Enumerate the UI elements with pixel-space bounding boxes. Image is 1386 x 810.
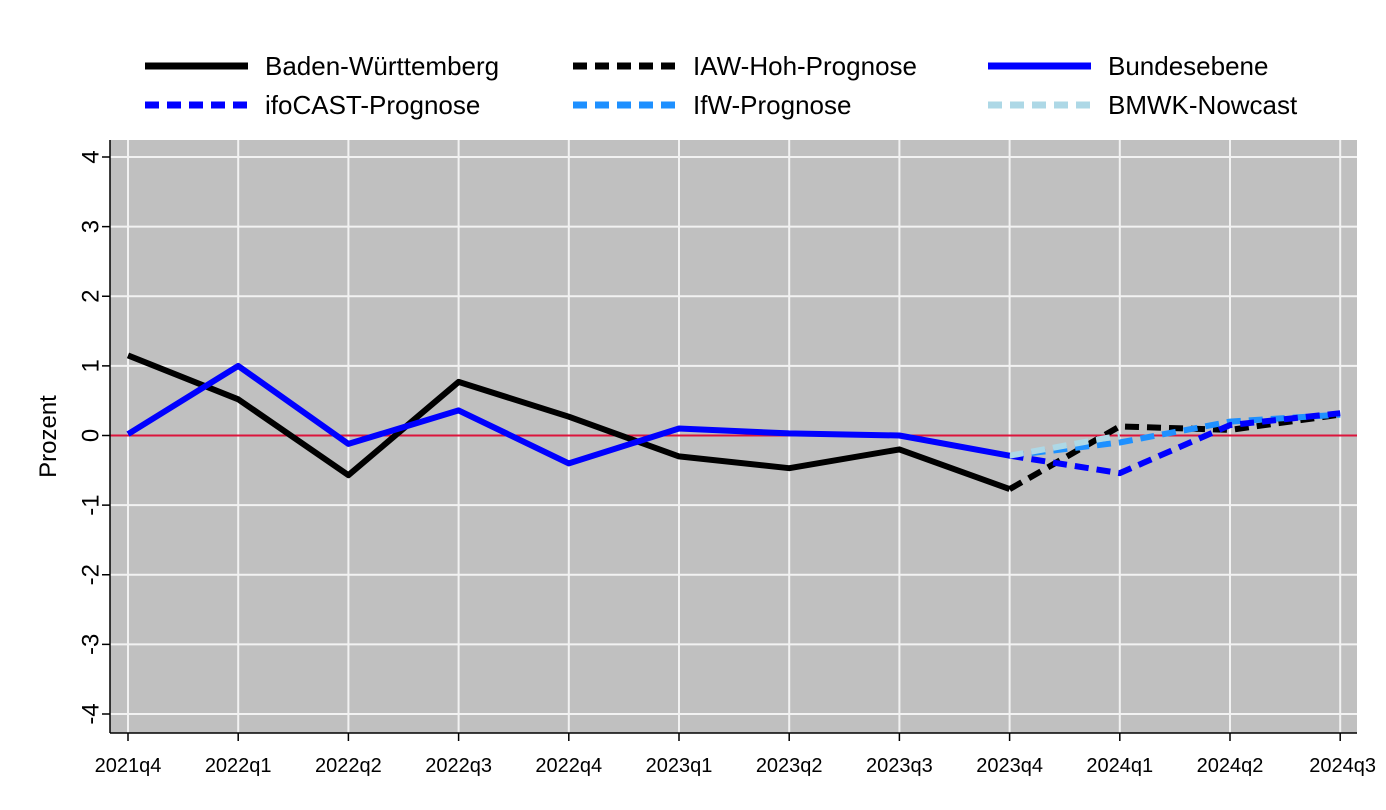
y-tick-label: -2	[77, 564, 104, 585]
legend-label-bmwk-nowcast: BMWK-Nowcast	[1108, 90, 1298, 120]
y-tick-label: 2	[77, 290, 104, 303]
series-line-bundesebene	[126, 362, 1011, 467]
legend-label-iaw-hoh-prognose: IAW-Hoh-Prognose	[693, 51, 917, 81]
x-tick-label: 2022q4	[535, 755, 602, 777]
x-tick-label: 2022q1	[205, 755, 272, 777]
x-tick-label: 2024q3	[1309, 755, 1376, 777]
x-tick-label: 2022q3	[425, 755, 492, 777]
y-tick-label: 0	[77, 429, 104, 442]
x-tick-label: 2023q2	[756, 755, 823, 777]
x-tick-label: 2021q4	[95, 755, 162, 777]
series-line-iaw-hoh-prognose	[1008, 411, 1341, 492]
x-tick-label: 2022q2	[315, 755, 382, 777]
series-line-ifw-prognose	[1009, 411, 1341, 459]
x-tick-label: 2023q3	[866, 755, 933, 777]
y-axis-title: Prozent	[35, 395, 62, 478]
y-tick-label: -3	[77, 634, 104, 655]
legend-label-bundesebene: Bundesebene	[1108, 51, 1268, 81]
series-line-bmwk-nowcast	[1009, 432, 1121, 459]
axes: -4 -3 -2 -1 0 1 2 3 4 2021q4 2022q1 2022q2 2022q3 202…	[77, 140, 1376, 777]
legend-label-ifw-prognose: IfW-Prognose	[693, 90, 851, 120]
y-tick-label: 1	[77, 359, 104, 372]
x-tick-label: 2023q4	[976, 755, 1043, 777]
legend-label-ifocast-prognose: ifoCAST-Prognose	[265, 90, 480, 120]
legend: Baden-Württemberg IAW-Hoh-Prognose Bundese…	[145, 51, 1298, 120]
y-tick-label: 4	[77, 150, 104, 163]
legend-label-baden-w-rttemberg: Baden-Württemberg	[265, 51, 499, 81]
y-tick-label: -1	[77, 494, 104, 515]
x-tick-label: 2024q2	[1197, 755, 1264, 777]
series-line-ifocast-prognose	[1009, 410, 1341, 477]
series-lines	[126, 352, 1341, 492]
y-tick-label: -4	[77, 703, 104, 724]
x-tick-label: 2024q1	[1086, 755, 1153, 777]
series-line-baden-w-rttemberg	[126, 352, 1011, 492]
y-tick-label: 3	[77, 220, 104, 233]
x-tick-label: 2023q1	[646, 755, 713, 777]
